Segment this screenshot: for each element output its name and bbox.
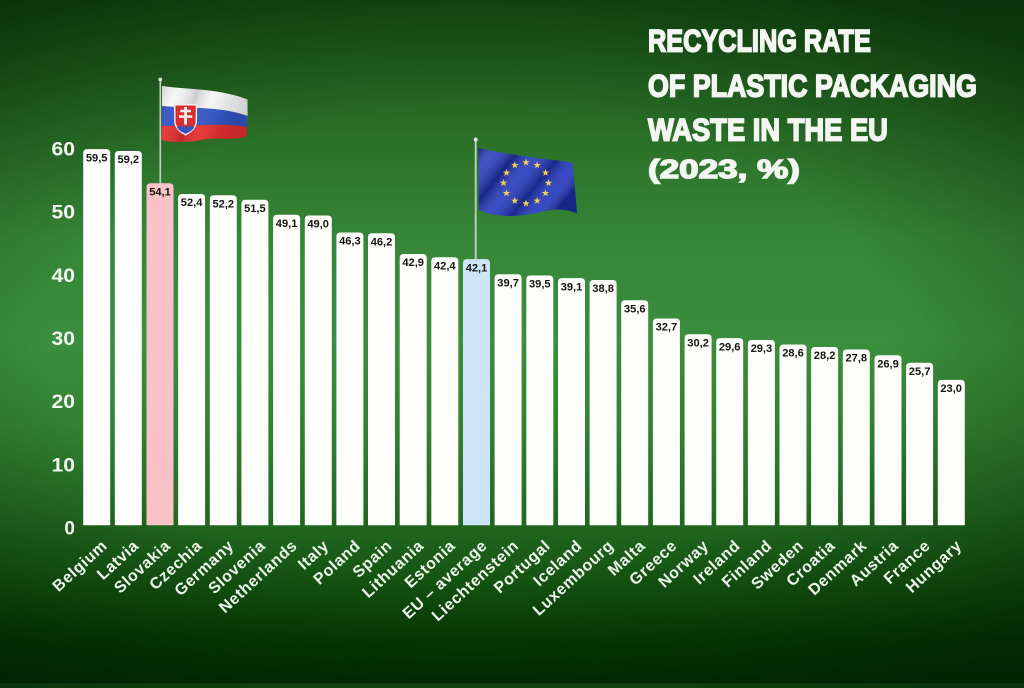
svg-text:30,2: 30,2 bbox=[687, 338, 709, 350]
svg-text:49,0: 49,0 bbox=[307, 219, 329, 231]
svg-text:38,8: 38,8 bbox=[592, 283, 614, 295]
svg-text:30: 30 bbox=[52, 329, 76, 350]
svg-text:25,7: 25,7 bbox=[909, 366, 931, 378]
svg-text:39,7: 39,7 bbox=[497, 278, 519, 290]
svg-text:29,6: 29,6 bbox=[719, 341, 741, 353]
svg-text:39,5: 39,5 bbox=[529, 279, 551, 291]
svg-text:28,2: 28,2 bbox=[814, 350, 836, 362]
svg-text:42,4: 42,4 bbox=[434, 260, 456, 272]
svg-text:39,1: 39,1 bbox=[561, 281, 583, 293]
svg-text:35,6: 35,6 bbox=[624, 303, 646, 315]
svg-text:54,1: 54,1 bbox=[149, 186, 171, 198]
svg-text:40: 40 bbox=[52, 266, 76, 287]
svg-text:OF PLASTIC PACKAGING: OF PLASTIC PACKAGING bbox=[648, 70, 977, 104]
svg-text:46,3: 46,3 bbox=[339, 236, 361, 248]
svg-text:59,5: 59,5 bbox=[86, 152, 108, 164]
svg-text:49,1: 49,1 bbox=[276, 218, 298, 230]
svg-text:23,0: 23,0 bbox=[940, 383, 962, 395]
svg-text:20: 20 bbox=[52, 392, 76, 413]
svg-text:WASTE IN THE EU: WASTE IN THE EU bbox=[648, 113, 888, 148]
svg-text:(2023, %): (2023, %) bbox=[648, 155, 800, 184]
svg-text:10: 10 bbox=[52, 456, 76, 477]
svg-text:50: 50 bbox=[52, 203, 76, 224]
svg-text:42,9: 42,9 bbox=[402, 257, 424, 269]
svg-text:59,2: 59,2 bbox=[118, 154, 140, 166]
svg-text:60: 60 bbox=[52, 139, 76, 160]
svg-text:46,2: 46,2 bbox=[371, 236, 393, 248]
svg-text:0: 0 bbox=[64, 519, 75, 540]
svg-text:29,3: 29,3 bbox=[751, 343, 773, 355]
svg-text:32,7: 32,7 bbox=[656, 322, 678, 334]
svg-text:52,4: 52,4 bbox=[181, 197, 203, 209]
svg-text:RECYCLING RATE: RECYCLING RATE bbox=[648, 24, 871, 59]
svg-text:51,5: 51,5 bbox=[244, 203, 266, 215]
svg-text:26,9: 26,9 bbox=[877, 358, 899, 370]
svg-text:28,6: 28,6 bbox=[782, 348, 804, 360]
svg-text:52,2: 52,2 bbox=[213, 198, 235, 210]
svg-text:42,1: 42,1 bbox=[466, 262, 488, 274]
svg-text:27,8: 27,8 bbox=[846, 353, 868, 365]
